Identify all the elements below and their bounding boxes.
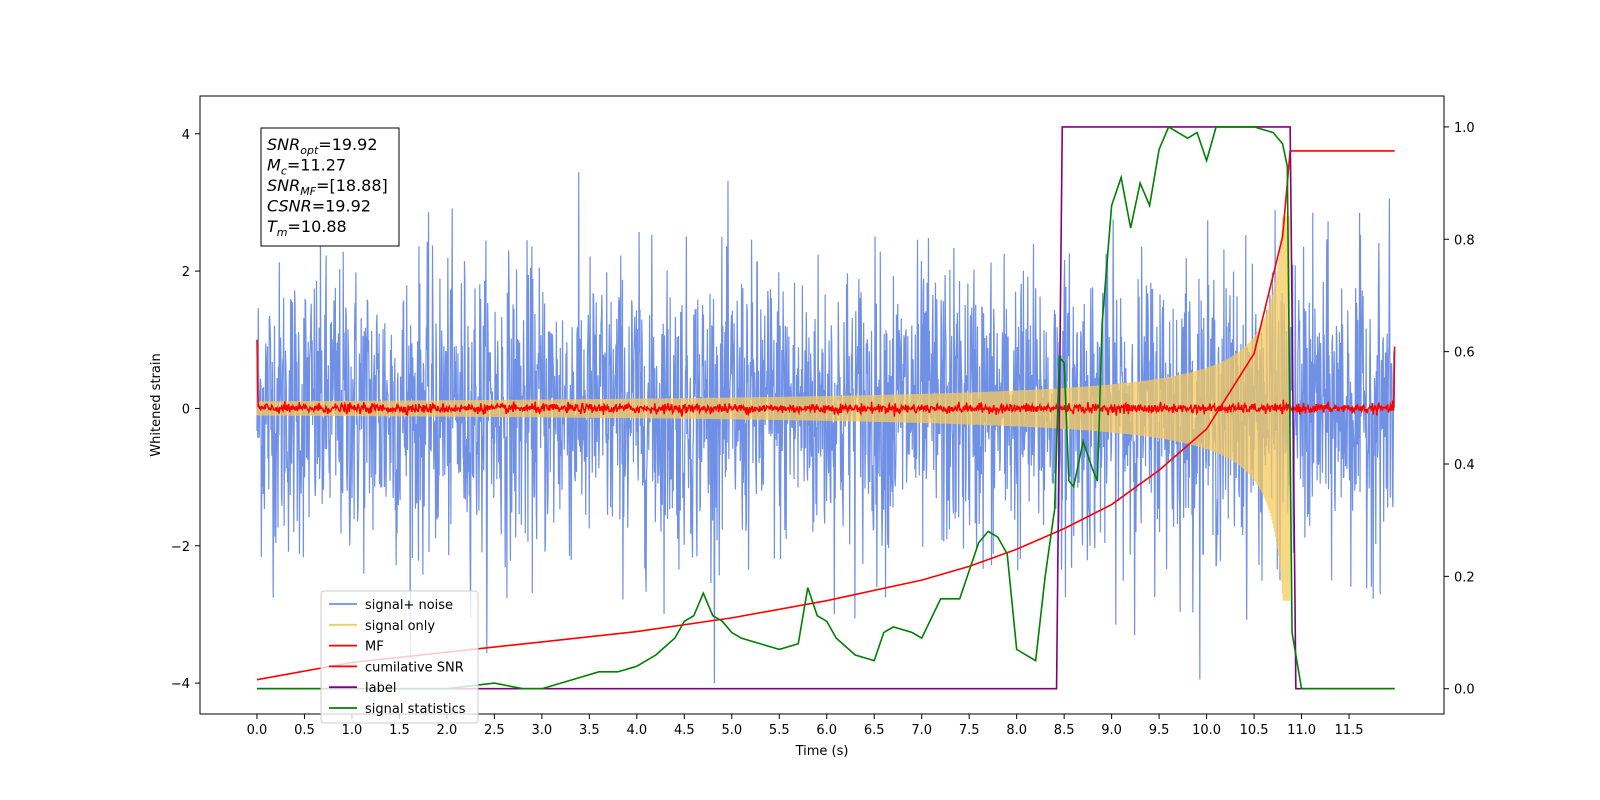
series-signal-statistics [256, 125, 1395, 690]
x-tick-label: 0.0 [247, 723, 268, 738]
x-tick-label: 4.0 [626, 723, 647, 738]
legend-entry: MF [365, 640, 384, 655]
x-tick-label: 11.0 [1287, 723, 1316, 738]
x-tick-label: 7.0 [911, 723, 932, 738]
legend-entry: signal statistics [365, 702, 466, 717]
x-tick-label: 2.5 [484, 723, 505, 738]
x-tick-label: 10.5 [1240, 723, 1269, 738]
y-axis-left: −4 −2 0 2 4 [171, 128, 200, 692]
y2-tick-label: 0.8 [1454, 233, 1475, 248]
y-tick-label: 2 [182, 265, 190, 280]
y2-tick-label: 1.0 [1454, 121, 1475, 136]
x-tick-label: 10.0 [1192, 723, 1221, 738]
x-tick-label: 5.5 [769, 723, 790, 738]
x-tick-label: 3.0 [532, 723, 553, 738]
y2-tick-label: 0.6 [1454, 346, 1475, 361]
y-tick-label: 0 [182, 402, 190, 417]
x-tick-label: 1.0 [342, 723, 363, 738]
legend: signal+ noise signal only MF cumilative SNR… [320, 590, 479, 724]
info-box: SNRopt=19.92Mc=11.27SNRMF=[18.88]CSNR=19… [260, 127, 400, 247]
y2-tick-label: 0.4 [1454, 458, 1475, 473]
legend-entry: signal+ noise [365, 598, 453, 613]
legend-entry: cumilative SNR [365, 660, 464, 675]
x-tick-label: 7.5 [959, 723, 980, 738]
x-tick-label: 1.5 [389, 723, 410, 738]
info-box-line: SNRopt=19.92 [267, 135, 378, 157]
info-box-line: SNRMF=[18.88] [267, 176, 388, 198]
x-tick-label: 6.0 [816, 723, 837, 738]
info-box-line: Tm=10.88 [267, 217, 347, 239]
x-tick-label: 2.0 [437, 723, 458, 738]
plot-area [256, 125, 1396, 690]
x-axis-label: Time (s) [795, 744, 849, 759]
x-tick-label: 9.0 [1101, 723, 1122, 738]
x-tick-label: 8.5 [1054, 723, 1075, 738]
x-tick-label: 11.5 [1335, 723, 1364, 738]
series-mf [256, 339, 1396, 417]
x-tick-label: 5.0 [721, 723, 742, 738]
y-tick-label: −2 [171, 540, 190, 555]
axes-frame [199, 95, 1445, 715]
x-tick-label: 8.0 [1006, 723, 1027, 738]
x-axis: 0.0 0.5 1.0 1.5 2.0 2.5 3.0 3.5 4.0 4.5 5.0 5.5 6.0 6… [247, 714, 1364, 738]
y-tick-label: 4 [182, 128, 190, 143]
x-tick-label: 0.5 [294, 723, 315, 738]
series-cumulative-snr [256, 150, 1395, 681]
x-tick-label: 4.5 [674, 723, 695, 738]
legend-frame [320, 590, 479, 724]
y-axis-label: Whitened strain [149, 353, 164, 456]
x-tick-label: 6.5 [864, 723, 885, 738]
info-box-line: CSNR=19.92 [267, 197, 371, 216]
info-box-frame [260, 127, 400, 247]
y-axis-right: 0.0 0.2 0.4 0.6 0.8 1.0 [1444, 121, 1475, 698]
y-tick-label: −4 [171, 677, 190, 692]
legend-entry: label [365, 681, 396, 696]
y2-tick-label: 0.2 [1454, 570, 1475, 585]
info-box-line: Mc=11.27 [267, 156, 346, 178]
legend-entry: signal only [365, 619, 435, 634]
y2-tick-label: 0.0 [1454, 683, 1475, 698]
x-tick-label: 9.5 [1149, 723, 1170, 738]
x-tick-label: 3.5 [579, 723, 600, 738]
